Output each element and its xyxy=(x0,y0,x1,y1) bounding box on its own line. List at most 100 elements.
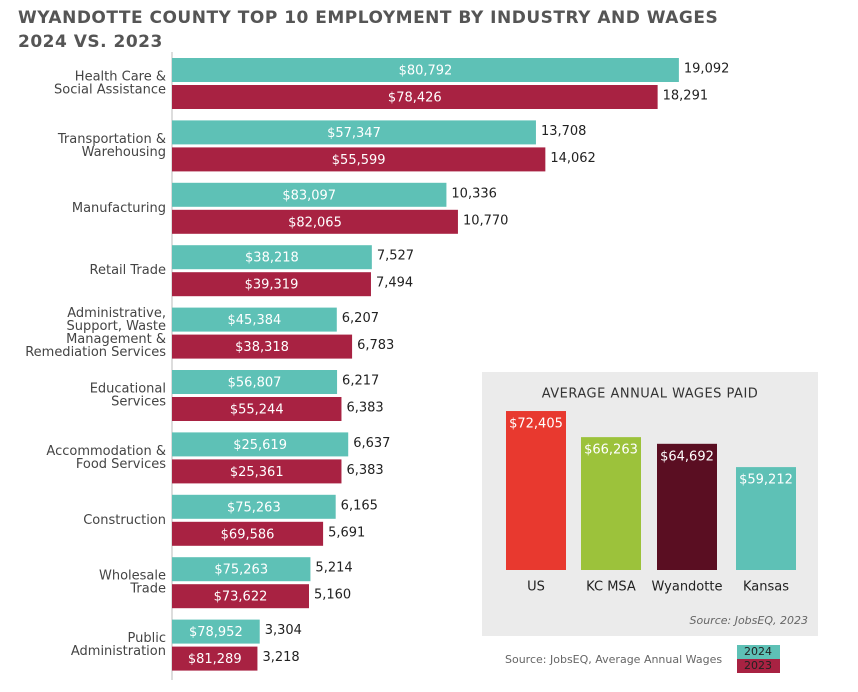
category-label: Warehousing xyxy=(82,145,166,160)
value-label: 18,291 xyxy=(663,89,709,104)
wage-label: $38,218 xyxy=(245,251,299,266)
wage-label: $73,622 xyxy=(214,590,268,605)
value-label: 7,527 xyxy=(377,249,414,264)
wage-label: $45,384 xyxy=(228,313,282,328)
bar xyxy=(172,432,349,457)
value-label: 7,494 xyxy=(376,276,413,291)
bar xyxy=(172,584,309,609)
value-label: 5,160 xyxy=(314,588,351,603)
wage-label: $39,319 xyxy=(245,278,299,293)
bar xyxy=(172,182,447,207)
value-label: $66,263 xyxy=(584,443,638,458)
category-label: Administrative, xyxy=(67,306,166,321)
category-label: Manufacturing xyxy=(72,201,166,216)
wage-label: $78,426 xyxy=(388,91,442,106)
legend-swatch xyxy=(737,659,780,673)
category-label: Management & xyxy=(66,332,166,347)
value-label: 13,708 xyxy=(541,124,587,139)
value-label: 10,336 xyxy=(451,186,497,201)
category-label: Administration xyxy=(71,644,166,659)
bar xyxy=(172,557,311,582)
category-label: US xyxy=(527,580,545,595)
wage-label: $75,263 xyxy=(227,500,281,515)
category-label: Retail Trade xyxy=(90,263,166,278)
category-label: Food Services xyxy=(76,457,166,472)
legend-swatch xyxy=(737,645,780,659)
category-label: Health Care & xyxy=(75,70,166,85)
wage-label: $55,244 xyxy=(230,403,284,418)
value-label: 14,062 xyxy=(550,151,596,166)
value-label: 3,304 xyxy=(265,623,302,638)
bar xyxy=(581,437,641,570)
wage-label: $78,952 xyxy=(189,625,243,640)
category-label: KC MSA xyxy=(586,580,636,595)
bar xyxy=(657,443,717,570)
wage-label: $80,792 xyxy=(399,64,453,79)
wage-label: $81,289 xyxy=(188,652,242,667)
category-label: Educational xyxy=(90,382,166,397)
bar xyxy=(172,85,658,109)
value-label: 19,092 xyxy=(684,62,730,77)
bar xyxy=(172,619,260,644)
bar xyxy=(172,307,337,332)
value-label: 6,383 xyxy=(346,401,383,416)
legend-label: 2023 xyxy=(744,659,772,672)
category-label: Kansas xyxy=(743,580,789,595)
bar xyxy=(172,272,371,297)
value-label: $72,405 xyxy=(509,417,563,432)
bar xyxy=(506,411,566,570)
legend-label: 2024 xyxy=(744,645,772,658)
bar xyxy=(172,120,536,145)
value-label: 6,217 xyxy=(342,374,379,389)
bar xyxy=(172,521,324,546)
bar xyxy=(172,334,353,359)
category-label: Remediation Services xyxy=(25,345,166,360)
wage-label: $83,097 xyxy=(282,188,336,203)
bar xyxy=(172,646,258,671)
category-label: Transportation & xyxy=(57,132,166,147)
wage-label: $25,619 xyxy=(233,438,287,453)
value-label: 3,218 xyxy=(262,650,299,665)
category-label: Support, Waste xyxy=(66,319,166,334)
wage-label: $56,807 xyxy=(228,376,282,391)
value-label: 6,165 xyxy=(341,498,378,513)
bar xyxy=(172,370,338,394)
bar xyxy=(172,58,679,82)
wage-label: $25,361 xyxy=(230,465,284,480)
category-label: Wyandotte xyxy=(652,580,723,595)
bar xyxy=(172,397,342,421)
category-label: Construction xyxy=(83,513,166,528)
value-label: 6,383 xyxy=(346,463,383,478)
bar xyxy=(172,494,336,519)
wage-label: $82,065 xyxy=(288,215,342,230)
category-label: Trade xyxy=(129,582,166,597)
value-label: 6,207 xyxy=(342,311,379,326)
value-label: 10,770 xyxy=(463,213,509,228)
value-label: 5,214 xyxy=(315,561,352,576)
source: Source: JobsEQ, Average Annual Wages xyxy=(505,653,722,666)
inset-title: AVERAGE ANNUAL WAGES PAID xyxy=(542,387,759,402)
wage-label: $55,599 xyxy=(332,153,386,168)
bar xyxy=(172,147,546,172)
value-label: 6,783 xyxy=(357,338,394,353)
source: Source: JobsEQ, 2023 xyxy=(689,614,808,627)
bar xyxy=(172,209,458,234)
category-label: Wholesale xyxy=(99,569,166,584)
value-label: $59,212 xyxy=(739,473,793,488)
wage-label: $69,586 xyxy=(221,527,275,542)
category-label: Accommodation & xyxy=(46,444,166,459)
chart-subtitle: 2024 VS. 2023 xyxy=(18,32,163,52)
bar xyxy=(736,467,796,570)
chart-title: WYANDOTTE COUNTY TOP 10 EMPLOYMENT BY IN… xyxy=(18,8,718,28)
category-label: Social Assistance xyxy=(54,83,166,98)
value-label: $64,692 xyxy=(660,449,714,464)
wage-label: $38,318 xyxy=(235,340,289,355)
wage-label: $57,347 xyxy=(327,126,381,141)
wage-label: $75,263 xyxy=(214,563,268,578)
value-label: 5,691 xyxy=(328,525,365,540)
bar xyxy=(172,245,372,270)
bar xyxy=(172,459,342,484)
value-label: 6,637 xyxy=(353,436,390,451)
category-label: Public xyxy=(128,631,166,646)
